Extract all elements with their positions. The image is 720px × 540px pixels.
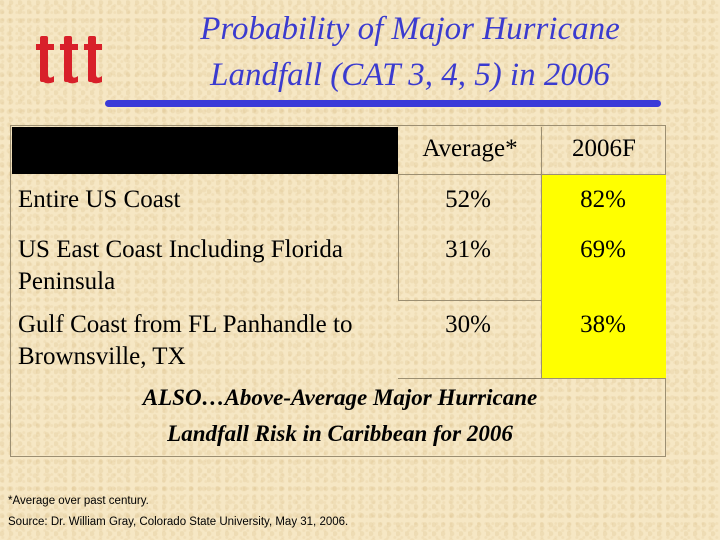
ttt-logo-icon <box>36 36 102 84</box>
header-row-line <box>398 174 666 175</box>
column-divider-2 <box>541 127 542 174</box>
title-line-2: Landfall (CAT 3, 4, 5) in 2006 <box>210 57 610 93</box>
column-divider-1 <box>398 174 399 300</box>
source-citation: Source: Dr. William Gray, Colorado State… <box>8 516 349 528</box>
title-underline <box>105 100 661 107</box>
row-label-east-coast: US East Coast Including Florida Peninsul… <box>18 236 343 295</box>
header-2006f: 2006F <box>572 135 636 162</box>
page-title: Probability of Major Hurricane Landfall … <box>130 6 690 98</box>
note-line-1: ALSO…Above-Average Major Hurricane <box>142 385 538 410</box>
row-label-entire-us: Entire US Coast <box>18 186 181 213</box>
cell-average-east-coast: 31% <box>445 236 491 263</box>
note-line-2: Landfall Risk in Caribbean for 2006 <box>167 421 513 446</box>
cell-forecast-east-coast: 69% <box>580 236 626 263</box>
cell-average-gulf-coast: 30% <box>445 311 491 338</box>
header-average: Average* <box>422 135 518 162</box>
table-bottom-line <box>398 378 666 379</box>
table-header-blank <box>12 127 398 174</box>
forecast-column-highlight <box>541 174 666 378</box>
footnote-average: *Average over past century. <box>8 495 149 507</box>
cell-average-entire-us: 52% <box>445 186 491 213</box>
cell-forecast-gulf-coast: 38% <box>580 311 626 338</box>
cell-forecast-entire-us: 82% <box>580 186 626 213</box>
title-line-1: Probability of Major Hurricane <box>200 11 620 47</box>
row-divider <box>398 300 541 301</box>
row-label-gulf-coast: Gulf Coast from FL Panhandle to Brownsvi… <box>18 311 353 370</box>
caribbean-note: ALSO…Above-Average Major Hurricane Landf… <box>90 380 590 452</box>
